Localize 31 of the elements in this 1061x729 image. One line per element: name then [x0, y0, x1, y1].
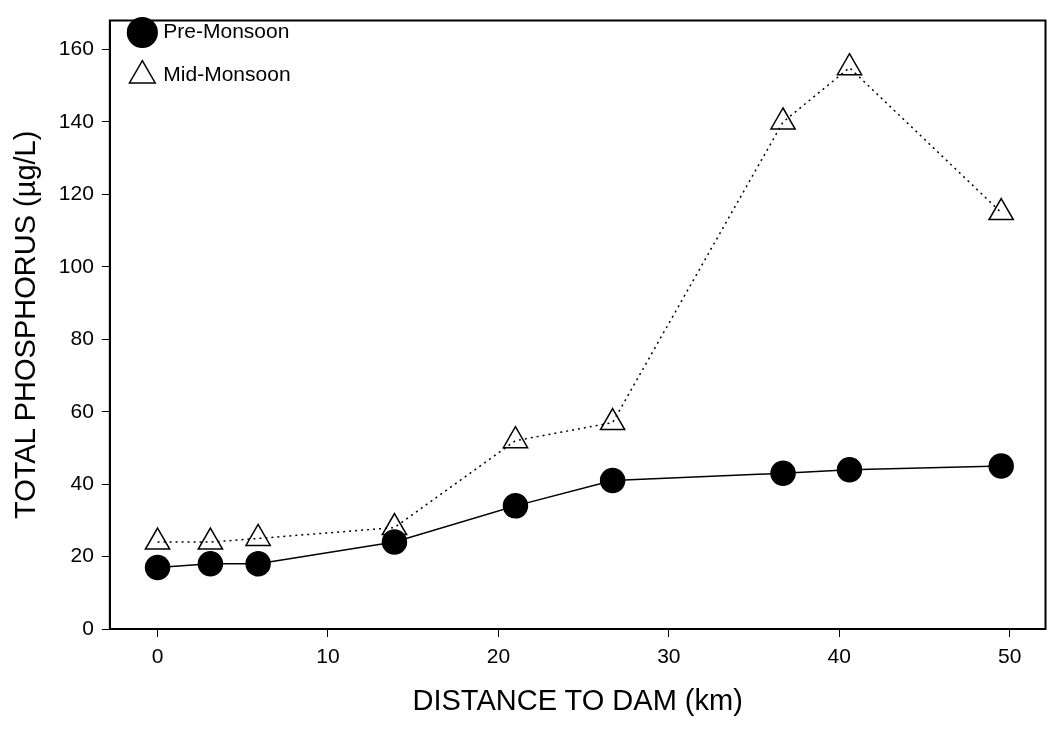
x-tick-label: 30: [657, 644, 681, 668]
x-tick-label: 40: [827, 644, 851, 668]
y-tick-label: 100: [58, 253, 94, 277]
point: [770, 460, 796, 487]
y-tick-label: 60: [70, 398, 94, 422]
x-tick-label: 50: [998, 644, 1022, 668]
point: [836, 52, 863, 76]
y-tick-label: 40: [70, 470, 94, 494]
point: [836, 456, 863, 483]
y-tick-label: 0: [82, 615, 94, 639]
y-tick-label: 120: [58, 181, 94, 205]
y-tick-label: 140: [58, 108, 94, 132]
point: [197, 551, 224, 577]
legend-label: Mid-Monsoon: [163, 62, 291, 86]
point: [770, 107, 796, 130]
point: [988, 197, 1015, 221]
point: [988, 453, 1014, 479]
x-tick-label: 10: [316, 644, 340, 668]
legend-label: Pre-Monsoon: [163, 19, 290, 43]
y-tick-label: 160: [58, 36, 94, 60]
point: [599, 467, 626, 494]
point: [144, 554, 171, 581]
y-tick-label: 80: [70, 326, 94, 350]
point: [245, 551, 271, 577]
x-axis-title: DISTANCE TO DAM (km): [412, 683, 743, 716]
x-tick-label: 20: [486, 644, 511, 668]
point: [502, 493, 529, 519]
y-tick-label: 20: [70, 543, 94, 567]
point: [381, 529, 408, 555]
y-axis-title: TOTAL PHOSPHORUS (µg/L): [9, 130, 42, 520]
x-tick-label: 0: [151, 644, 164, 668]
